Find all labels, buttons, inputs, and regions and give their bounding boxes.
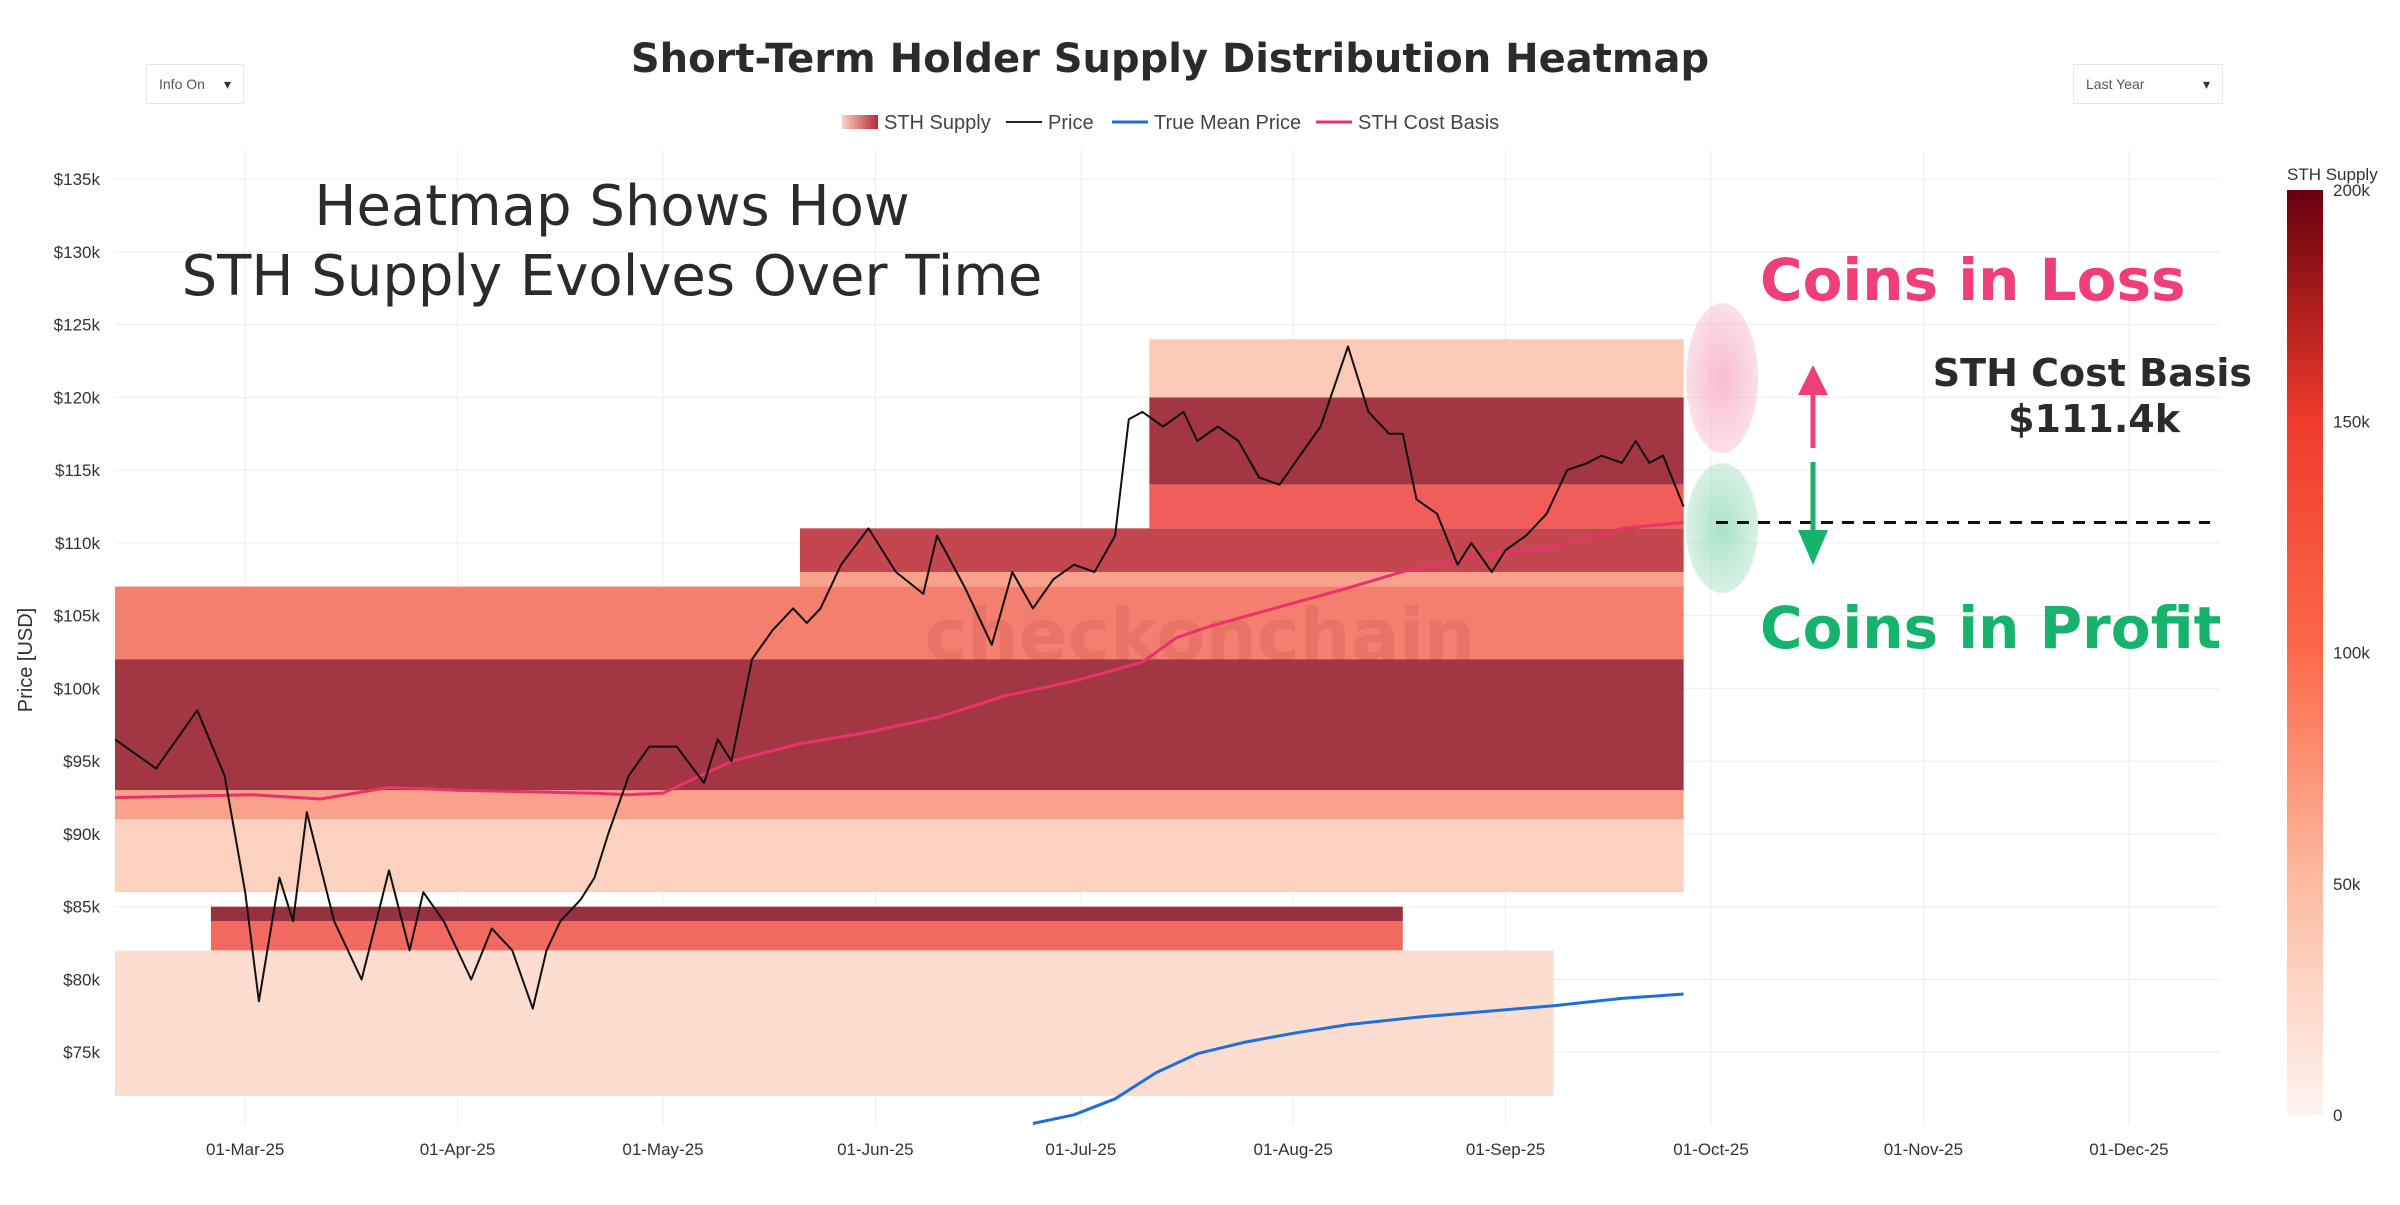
- y-axis-label: Price [USD]: [15, 608, 37, 712]
- x-tick-label: 01-Jul-25: [1045, 1140, 1116, 1159]
- x-tick-label: 01-Sep-25: [1466, 1140, 1545, 1159]
- heatmap-band: [800, 572, 1684, 587]
- heatmap-band: [210, 921, 1403, 951]
- y-tick-label: $110k: [55, 534, 101, 553]
- colorbar-ticks: 0 50k 100k 150k 200k: [2333, 181, 2370, 1125]
- legend-price[interactable]: Price: [1048, 112, 1094, 134]
- series-lines: [114, 345, 1685, 1125]
- cost-basis-value: $111.4k: [2008, 397, 2181, 441]
- chevron-down-icon: ▾: [2202, 75, 2210, 92]
- sth-cost-basis-line: [114, 521, 1684, 801]
- loss-arrow: [1798, 365, 1828, 448]
- y-tick-label: $80k: [63, 970, 100, 989]
- heatmap-band: [1149, 339, 1684, 398]
- y-tick-label: $130k: [54, 243, 101, 262]
- x-tick-label: 01-Dec-25: [2089, 1140, 2168, 1159]
- legend-sth-supply[interactable]: STH Supply: [884, 112, 991, 134]
- colorbar-gradient: [2287, 190, 2323, 1115]
- range-select-label: Last Year: [2086, 76, 2145, 92]
- price-line: [114, 345, 1685, 1010]
- heatmap-band: [1149, 484, 1684, 529]
- headline-line-1: Heatmap Shows How: [314, 174, 909, 239]
- heatmap-band: [210, 906, 1403, 922]
- x-tick-label: 01-May-25: [622, 1140, 703, 1159]
- cost-basis-label: STH Cost Basis: [1933, 351, 2252, 395]
- profit-arrow: [1798, 462, 1828, 565]
- x-axis-ticks: 01-Mar-25 01-Apr-25 01-May-25 01-Jun-25 01-J…: [206, 1140, 2169, 1159]
- loss-zone-highlight: [1686, 303, 1758, 453]
- y-axis-ticks: $75k $80k $85k $90k $95k $100k $105k $110k $115k…: [54, 170, 101, 1062]
- y-tick-label: $120k: [54, 388, 101, 407]
- x-tick-label: 01-Nov-25: [1884, 1140, 1963, 1159]
- coins-in-loss-label: Coins in Loss: [1760, 246, 2186, 314]
- colorbar-tick-label: 100k: [2333, 644, 2370, 663]
- true-mean-price-line: [1032, 992, 1684, 1125]
- colorbar-tick-label: 50k: [2333, 875, 2361, 894]
- x-tick-label: 01-Oct-25: [1673, 1140, 1749, 1159]
- heatmap-band: [115, 950, 1554, 1096]
- x-tick-label: 01-Apr-25: [420, 1140, 496, 1159]
- colorbar: STH Supply 0 50k 100k 150k 200k: [2287, 165, 2378, 1125]
- y-tick-label: $95k: [63, 752, 100, 771]
- y-tick-label: $125k: [54, 316, 101, 335]
- headline-line-2: STH Supply Evolves Over Time: [182, 244, 1043, 309]
- y-tick-label: $85k: [63, 898, 100, 917]
- profit-zone-highlight: [1686, 463, 1758, 593]
- colorbar-tick-label: 0: [2333, 1106, 2342, 1125]
- x-tick-label: 01-Mar-25: [206, 1140, 284, 1159]
- legend: STH Supply Price True Mean Price STH Cos…: [842, 112, 1499, 134]
- heatmap-band: [115, 819, 1684, 893]
- heatmap-band: [1149, 397, 1684, 485]
- x-tick-label: 01-Aug-25: [1254, 1140, 1333, 1159]
- colorbar-title: STH Supply: [2287, 165, 2378, 184]
- range-select-dropdown[interactable]: Last Year ▾: [2073, 64, 2223, 104]
- y-tick-label: $75k: [63, 1043, 100, 1062]
- info-toggle-dropdown[interactable]: Info On ▾: [146, 64, 244, 104]
- heatmap-band: [115, 586, 1684, 660]
- chart-title: Short-Term Holder Supply Distribution He…: [631, 36, 1709, 82]
- colorbar-tick-label: 150k: [2333, 412, 2370, 431]
- legend-sth-cost-basis[interactable]: STH Cost Basis: [1358, 112, 1499, 134]
- y-tick-label: $100k: [54, 679, 101, 698]
- heatmap: [115, 339, 1684, 1096]
- coins-in-profit-label: Coins in Profit: [1760, 594, 2221, 662]
- info-toggle-label: Info On: [159, 76, 205, 92]
- y-tick-label: $135k: [54, 170, 101, 189]
- x-tick-label: 01-Jun-25: [837, 1140, 914, 1159]
- legend-sth-supply-swatch: [842, 115, 878, 129]
- heatmap-band: [115, 790, 1684, 820]
- y-tick-label: $115k: [55, 461, 101, 480]
- legend-true-mean-price[interactable]: True Mean Price: [1154, 112, 1301, 134]
- y-tick-label: $90k: [63, 825, 100, 844]
- chevron-down-icon: ▾: [223, 75, 231, 92]
- colorbar-tick-label: 200k: [2333, 181, 2370, 200]
- y-tick-label: $105k: [54, 607, 101, 626]
- watermark: checkonchain: [925, 593, 1476, 677]
